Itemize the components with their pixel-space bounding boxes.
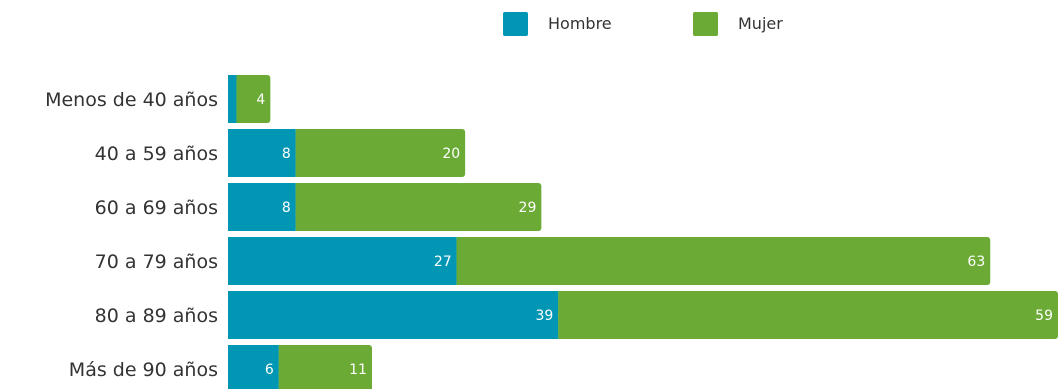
data-label-mujer-menos-de-40-anos: 4 — [256, 92, 265, 108]
category-label-80-a-89-anos: 80 a 89 años — [95, 305, 218, 327]
bar-edge-mujer-40-a-59-anos — [295, 129, 300, 177]
bar-edge-mujer-mas-de-90-anos — [278, 345, 283, 389]
bar-hombre-menos-de-40-anos — [228, 75, 237, 123]
bar-hombre-40-a-59-anos — [228, 129, 296, 177]
bar-edge-mujer-60-a-69-anos — [295, 183, 300, 231]
legend: Hombre Mujer — [503, 12, 783, 36]
legend-swatch-mujer — [693, 12, 718, 36]
category-label-mas-de-90-anos: Más de 90 años — [69, 359, 218, 381]
bar-mujer-80-a-89-anos — [558, 291, 1058, 339]
data-label-hombre-40-a-59-anos: 8 — [282, 146, 291, 162]
bar-mujer-60-a-69-anos — [295, 183, 542, 231]
bar-hombre-mas-de-90-anos — [228, 345, 279, 389]
bar-edge-mujer-70-a-79-anos — [456, 237, 461, 285]
bar-edge-mujer-menos-de-40-anos — [236, 75, 241, 123]
data-label-mujer-mas-de-90-anos: 11 — [349, 362, 367, 378]
data-label-mujer-40-a-59-anos: 20 — [442, 146, 460, 162]
bar-mujer-70-a-79-anos — [456, 237, 991, 285]
data-label-hombre-80-a-89-anos: 39 — [535, 308, 553, 324]
data-label-mujer-70-a-79-anos: 63 — [967, 254, 985, 270]
category-labels: Menos de 40 años 40 a 59 años 60 a 69 años… — [45, 89, 218, 381]
bar-hombre-70-a-79-anos — [228, 237, 457, 285]
data-label-hombre-70-a-79-anos: 27 — [434, 254, 452, 270]
category-label-60-a-69-anos: 60 a 69 años — [95, 197, 218, 219]
bar-hombre-80-a-89-anos — [228, 291, 559, 339]
bar-mujer-40-a-59-anos — [295, 129, 466, 177]
bar-edge-mujer-80-a-89-anos — [558, 291, 563, 339]
legend-swatch-hombre — [503, 12, 528, 36]
category-label-70-a-79-anos: 70 a 79 años — [95, 251, 218, 273]
bar-hombre-60-a-69-anos — [228, 183, 296, 231]
legend-label-hombre: Hombre — [548, 14, 612, 33]
data-label-mujer-60-a-69-anos: 29 — [519, 200, 537, 216]
data-label-hombre-60-a-69-anos: 8 — [282, 200, 291, 216]
data-label-hombre-mas-de-90-anos: 6 — [265, 362, 274, 378]
bar-mujer-mas-de-90-anos — [278, 345, 372, 389]
data-label-mujer-80-a-89-anos: 59 — [1035, 308, 1053, 324]
category-label-40-a-59-anos: 40 a 59 años — [95, 143, 218, 165]
legend-label-mujer: Mujer — [738, 14, 783, 33]
bars — [228, 75, 1058, 389]
bar-mujer-menos-de-40-anos — [236, 75, 271, 123]
data-labels: 4 8 20 8 29 27 63 39 59 6 11 — [256, 92, 1053, 378]
category-label-menos-de-40-anos: Menos de 40 años — [45, 89, 218, 111]
